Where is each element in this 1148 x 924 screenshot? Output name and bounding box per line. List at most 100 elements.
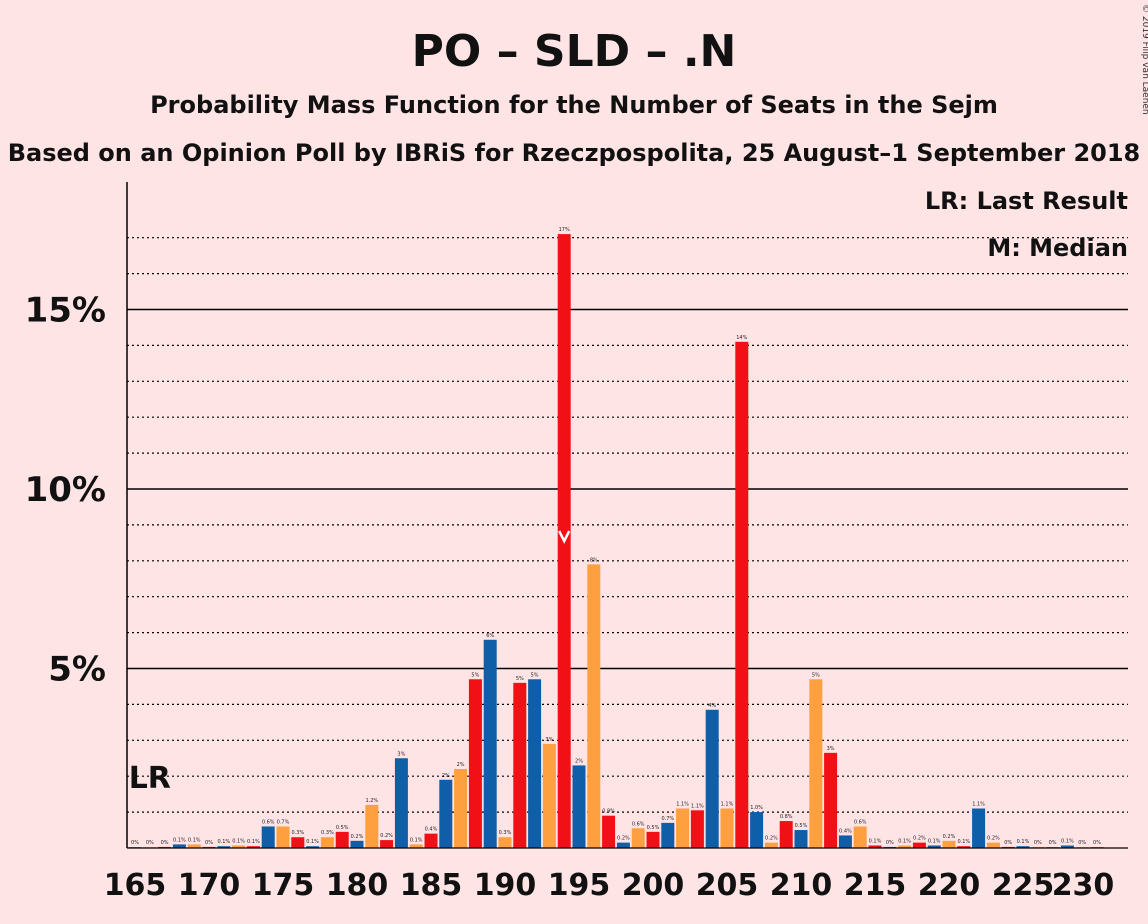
bar-value-label: 0.1% xyxy=(1061,838,1074,844)
seat-bar xyxy=(409,844,423,848)
x-tick-label: 165 xyxy=(104,868,167,903)
bar-value-label: 0.1% xyxy=(1017,839,1030,845)
seat-bar xyxy=(824,752,838,848)
bar-value-label: 0.1% xyxy=(306,839,319,845)
seat-bar xyxy=(424,833,438,848)
bar-value-label: 0.2% xyxy=(765,836,778,842)
seat-bar xyxy=(720,808,734,848)
seat-bar xyxy=(513,682,527,848)
grid-lines xyxy=(127,237,1128,813)
bar-value-label: 0.5% xyxy=(647,825,660,831)
seat-bar xyxy=(187,844,201,848)
chart-subtitle: Probability Mass Function for the Number… xyxy=(150,91,998,119)
seat-bar xyxy=(661,822,675,848)
x-tick-label: 195 xyxy=(548,868,611,903)
bar-value-label: 0.9% xyxy=(602,809,615,815)
x-tick-label: 180 xyxy=(326,868,389,903)
bar-value-label: 0.1% xyxy=(869,838,882,844)
bar-value-label: 3% xyxy=(545,737,553,743)
bar-value-label: 0.1% xyxy=(232,838,245,844)
x-tick-label: 220 xyxy=(918,868,981,903)
legend-median: M: Median xyxy=(987,234,1128,262)
seat-bar xyxy=(942,840,956,848)
x-tick-label: 200 xyxy=(622,868,685,903)
x-tick-label: 225 xyxy=(992,868,1055,903)
seat-bar xyxy=(306,846,320,848)
bars xyxy=(128,234,1104,849)
seat-bar xyxy=(320,837,334,848)
bar-value-label: 0% xyxy=(161,840,169,846)
bar-value-label: 0.4% xyxy=(839,828,852,834)
bar-value-label: 0.2% xyxy=(617,836,630,842)
bar-value-label: 0% xyxy=(886,840,894,846)
bar-value-label: 3% xyxy=(827,746,835,752)
seat-bar xyxy=(172,844,186,848)
seat-bar xyxy=(217,846,231,848)
seat-bar xyxy=(838,835,852,848)
seat-bar xyxy=(232,845,246,848)
bar-value-label: 0.2% xyxy=(987,836,1000,842)
bar-value-label: 4% xyxy=(708,703,716,709)
markers: LR xyxy=(129,530,571,796)
legend-last-result: LR: Last Result xyxy=(925,187,1128,215)
seat-bar xyxy=(676,808,690,848)
bar-value-label: 0.3% xyxy=(499,830,512,836)
seat-bar xyxy=(779,821,793,848)
x-tick-label: 215 xyxy=(844,868,907,903)
bar-value-label: 0% xyxy=(1049,840,1057,846)
bar-value-label: 0.6% xyxy=(262,819,275,825)
seat-bar xyxy=(380,840,394,848)
bar-value-label: 0.1% xyxy=(173,837,186,843)
seat-bar xyxy=(868,845,882,848)
seat-bar xyxy=(764,842,778,848)
x-tick-label: 185 xyxy=(400,868,463,903)
y-tick-label: 10% xyxy=(25,470,106,510)
bar-value-label: 2% xyxy=(442,773,450,779)
bar-value-label: 0.2% xyxy=(913,836,926,842)
seat-bar xyxy=(927,845,941,848)
bar-value-label: 0.5% xyxy=(795,823,808,829)
seat-bar xyxy=(631,828,645,848)
seat-bar xyxy=(853,826,867,848)
seat-bar xyxy=(439,779,453,848)
seat-bar xyxy=(646,831,660,848)
seat-bar xyxy=(616,842,630,848)
seat-bar xyxy=(350,840,364,848)
bar-value-label: 5% xyxy=(516,676,524,682)
bar-value-label: 1.1% xyxy=(676,802,689,808)
bar-value-label: 0% xyxy=(1093,840,1101,846)
seat-bar xyxy=(498,837,512,848)
bar-value-label: 5% xyxy=(812,672,820,678)
x-tick-label: 190 xyxy=(474,868,537,903)
bar-value-label: 0.7% xyxy=(661,816,674,822)
seat-bar xyxy=(394,758,408,848)
seat-bar xyxy=(1060,845,1074,848)
bar-value-label: 0.3% xyxy=(321,830,334,836)
last-result-marker: LR xyxy=(129,761,171,796)
bar-value-label: 0.6% xyxy=(854,819,867,825)
median-marker xyxy=(558,530,571,544)
axes: 5% 10% 15% 165 170 175 180 185 190 195 200 205 210 21… xyxy=(25,182,1128,903)
bar-value-label: 0% xyxy=(205,840,213,846)
bar-value-label: 0% xyxy=(1034,840,1042,846)
seat-bar xyxy=(750,812,764,848)
seat-bar xyxy=(291,837,305,848)
bar-value-label: 5% xyxy=(471,672,479,678)
seat-bar xyxy=(602,815,616,848)
bar-value-label: 0% xyxy=(1078,840,1086,846)
bar-value-label: 1.1% xyxy=(721,802,734,808)
seat-bar xyxy=(690,810,704,848)
seat-bar xyxy=(246,846,260,848)
seat-bar xyxy=(986,842,1000,848)
seat-bar xyxy=(276,826,290,848)
seat-bar xyxy=(705,709,719,848)
bar-value-label: 0.8% xyxy=(780,814,793,820)
bar-value-label: 0.2% xyxy=(351,834,364,840)
bar-value-label: 0% xyxy=(131,840,139,846)
seat-bar xyxy=(528,679,542,848)
copyright-notice: © 2019 Filip van Laenen xyxy=(1140,4,1148,115)
bar-value-label: 0.2% xyxy=(380,833,393,839)
bar-value-label: 3% xyxy=(397,751,405,757)
bar-value-label: 1.2% xyxy=(365,798,378,804)
